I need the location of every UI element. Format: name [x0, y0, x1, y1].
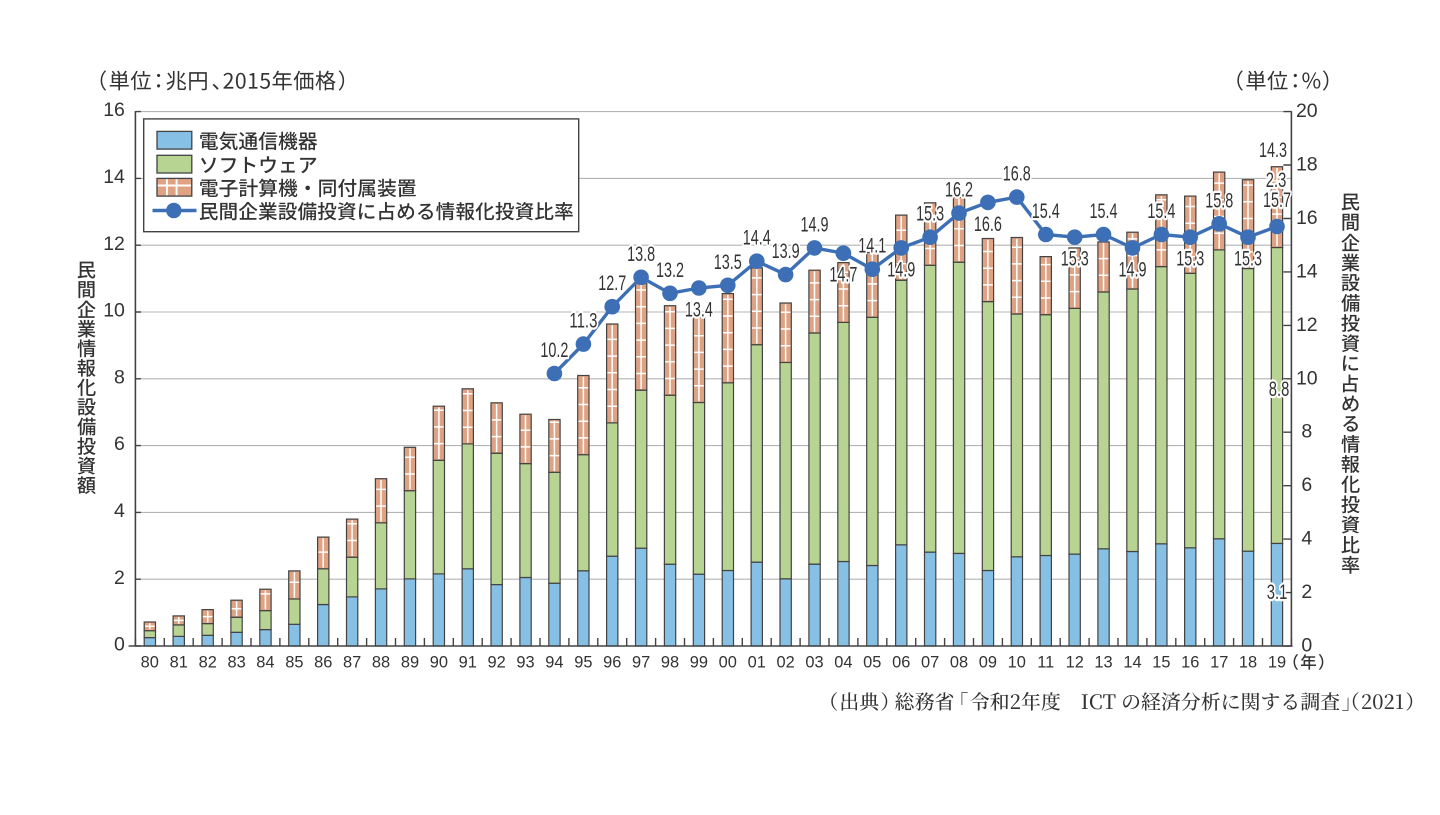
svg-text:88: 88: [372, 653, 390, 671]
svg-text:10: 10: [103, 300, 125, 322]
svg-text:12: 12: [1296, 314, 1318, 336]
svg-text:0: 0: [1301, 635, 1312, 657]
svg-text:8: 8: [1301, 421, 1312, 443]
svg-text:2.3: 2.3: [1266, 169, 1287, 192]
svg-text:07: 07: [921, 653, 939, 671]
svg-text:8.8: 8.8: [1269, 378, 1290, 401]
svg-text:4: 4: [114, 500, 125, 522]
svg-text:14.1: 14.1: [858, 235, 886, 258]
svg-text:6: 6: [114, 433, 125, 455]
svg-text:18: 18: [1239, 653, 1257, 671]
svg-text:15.7: 15.7: [1263, 189, 1291, 212]
svg-text:90: 90: [430, 653, 448, 671]
svg-text:0: 0: [114, 634, 125, 656]
svg-text:4: 4: [1301, 528, 1312, 550]
svg-text:16: 16: [103, 99, 125, 121]
svg-text:13.5: 13.5: [714, 251, 742, 274]
svg-text:83: 83: [227, 653, 245, 671]
svg-text:08: 08: [950, 653, 968, 671]
svg-text:13.8: 13.8: [627, 243, 655, 266]
svg-text:14: 14: [1123, 653, 1141, 671]
svg-text:19: 19: [1268, 653, 1286, 671]
svg-text:20: 20: [1296, 100, 1318, 122]
svg-text:14.9: 14.9: [1119, 258, 1147, 281]
svg-text:01: 01: [748, 653, 766, 671]
svg-text:15.3: 15.3: [1176, 248, 1204, 271]
svg-text:14.3: 14.3: [1259, 139, 1287, 162]
svg-text:94: 94: [545, 653, 563, 671]
svg-text:2: 2: [1301, 581, 1312, 603]
svg-text:8: 8: [114, 366, 125, 388]
svg-text:14: 14: [1296, 260, 1318, 282]
svg-text:86: 86: [314, 653, 332, 671]
svg-text:14.9: 14.9: [887, 258, 915, 281]
svg-text:81: 81: [170, 653, 188, 671]
svg-text:10: 10: [1008, 653, 1026, 671]
svg-text:3.1: 3.1: [1267, 581, 1288, 604]
svg-text:12: 12: [1066, 653, 1084, 671]
svg-text:14: 14: [103, 166, 125, 188]
svg-text:92: 92: [487, 653, 505, 671]
svg-text:16: 16: [1296, 207, 1318, 229]
svg-text:85: 85: [285, 653, 303, 671]
svg-text:96: 96: [603, 653, 621, 671]
svg-text:93: 93: [516, 653, 534, 671]
svg-text:11.3: 11.3: [569, 310, 597, 333]
svg-text:87: 87: [343, 653, 361, 671]
svg-text:13.4: 13.4: [685, 299, 713, 322]
svg-text:00: 00: [719, 653, 737, 671]
svg-text:16: 16: [1181, 653, 1199, 671]
svg-text:09: 09: [979, 653, 997, 671]
svg-text:03: 03: [805, 653, 823, 671]
svg-text:99: 99: [690, 653, 708, 671]
svg-text:04: 04: [834, 653, 852, 671]
svg-text:2: 2: [114, 567, 125, 589]
svg-text:14.7: 14.7: [829, 264, 857, 287]
svg-text:18: 18: [1296, 154, 1318, 176]
svg-text:91: 91: [459, 653, 477, 671]
svg-text:84: 84: [256, 653, 274, 671]
svg-text:02: 02: [776, 653, 794, 671]
svg-text:12.7: 12.7: [598, 272, 626, 295]
svg-text:97: 97: [632, 653, 650, 671]
svg-text:14.9: 14.9: [801, 213, 829, 236]
svg-text:15.3: 15.3: [1234, 248, 1262, 271]
svg-text:15.3: 15.3: [1061, 248, 1089, 271]
svg-text:15.8: 15.8: [1205, 189, 1233, 212]
svg-text:15: 15: [1152, 653, 1170, 671]
svg-text:14.4: 14.4: [743, 227, 771, 250]
svg-text:10.2: 10.2: [540, 339, 568, 362]
svg-text:05: 05: [863, 653, 881, 671]
svg-text:6: 6: [1301, 474, 1312, 496]
svg-text:95: 95: [574, 653, 592, 671]
svg-text:15.4: 15.4: [1032, 200, 1060, 223]
svg-text:13.2: 13.2: [656, 259, 684, 282]
svg-text:13: 13: [1094, 653, 1112, 671]
svg-text:89: 89: [401, 653, 419, 671]
svg-text:82: 82: [199, 653, 217, 671]
svg-text:13.9: 13.9: [772, 240, 800, 263]
svg-text:15.4: 15.4: [1147, 200, 1175, 223]
svg-text:16.6: 16.6: [974, 213, 1002, 236]
svg-text:17: 17: [1210, 653, 1228, 671]
svg-text:06: 06: [892, 653, 910, 671]
svg-text:16.2: 16.2: [945, 179, 973, 202]
svg-text:98: 98: [661, 653, 679, 671]
svg-text:15.4: 15.4: [1090, 200, 1118, 223]
svg-text:10: 10: [1296, 367, 1318, 389]
svg-text:11: 11: [1037, 653, 1054, 671]
svg-text:16.8: 16.8: [1003, 163, 1031, 186]
svg-text:15.3: 15.3: [916, 203, 944, 226]
svg-text:12: 12: [103, 233, 125, 255]
svg-text:80: 80: [141, 653, 159, 671]
